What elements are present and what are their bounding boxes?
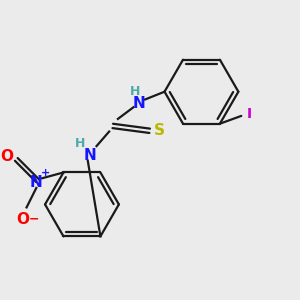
Text: +: +: [40, 168, 50, 178]
Text: O: O: [1, 149, 13, 164]
Text: I: I: [247, 107, 252, 121]
Text: S: S: [154, 123, 165, 138]
Text: H: H: [130, 85, 141, 98]
Text: H: H: [75, 137, 85, 150]
Text: N: N: [30, 175, 43, 190]
Text: N: N: [83, 148, 96, 163]
Text: −: −: [29, 213, 40, 226]
Text: N: N: [133, 96, 146, 111]
Text: O: O: [16, 212, 29, 226]
